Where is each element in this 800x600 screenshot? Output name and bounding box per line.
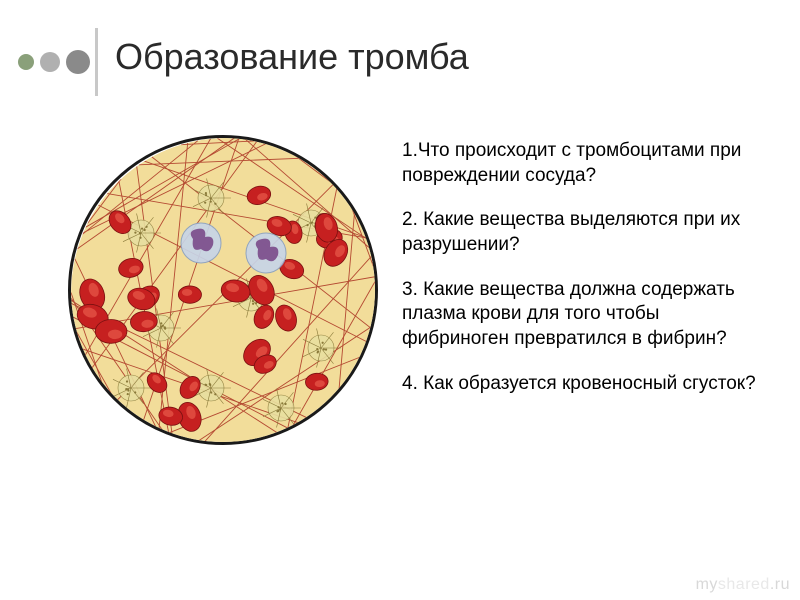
watermark: myshared.ru (696, 576, 790, 594)
dot-3 (66, 50, 90, 74)
question-1: 1.Что происходит с тромбоцитами при повр… (402, 139, 768, 188)
watermark-part1: my (696, 576, 718, 593)
content-area: 1.Что происходит с тромбоцитами при повр… (68, 135, 768, 445)
slide-title: Образование тромба (115, 36, 469, 78)
accent-bar (95, 28, 98, 96)
question-3: 3. Какие вещества должна содержать плазм… (402, 278, 768, 352)
question-2: 2. Какие вещества выделяются при их разр… (402, 208, 768, 257)
watermark-part3: .ru (770, 576, 790, 593)
watermark-part2: shared (718, 576, 770, 593)
dot-1 (18, 54, 34, 70)
question-4: 4. Как образуется кровеносный сгусток? (402, 372, 768, 397)
dot-2 (40, 52, 60, 72)
micrograph-image (68, 135, 378, 445)
question-list: 1.Что происходит с тромбоцитами при повр… (402, 135, 768, 417)
accent-dots (18, 50, 90, 74)
